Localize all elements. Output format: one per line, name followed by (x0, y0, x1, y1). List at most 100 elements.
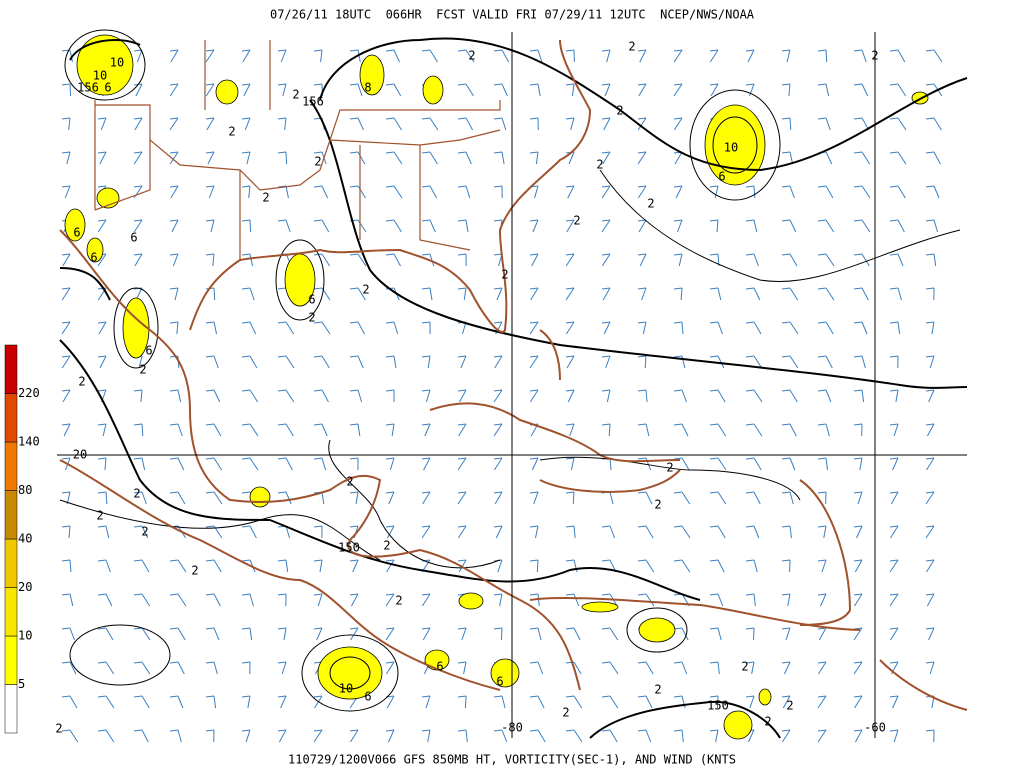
map-label: 2 (628, 40, 635, 54)
wind-barb (717, 423, 727, 437)
map-label: 2 (383, 539, 390, 553)
wind-barb (213, 627, 220, 641)
map-label: 2 (314, 155, 321, 169)
wind-barb-flag (133, 457, 143, 460)
wind-barb (68, 117, 71, 131)
wind-barb (249, 627, 253, 641)
wind-barb-flag (601, 287, 611, 290)
wind-barb (825, 219, 835, 233)
wind-barb-flag (889, 525, 899, 528)
wind-barb-flag (205, 185, 215, 188)
map-label: 2 (647, 197, 654, 211)
wind-barb (782, 695, 791, 709)
wind-barb-flag (781, 219, 791, 222)
wind-barb-flag (169, 151, 179, 154)
wind-barb-flag (61, 355, 71, 358)
wind-barb (534, 525, 539, 539)
wind-barb (463, 661, 467, 675)
wind-barb-flag (61, 559, 71, 562)
wind-barb-flag (889, 287, 899, 290)
wind-barb-flag (529, 355, 539, 358)
vorticity-contours (59, 29, 961, 712)
wind-barb (105, 525, 110, 539)
wind-barb-flag (277, 491, 287, 494)
wind-barb-flag (817, 695, 827, 698)
wind-barb (897, 185, 906, 199)
wind-barb-flag (169, 355, 179, 358)
wind-barb-flag (745, 593, 755, 596)
wind-barb-flag (925, 729, 935, 732)
wind-barb (321, 423, 328, 437)
wind-barb (499, 593, 503, 607)
wind-barb (249, 355, 258, 369)
wind-barb-flag (673, 559, 683, 562)
wind-barb-flag (313, 457, 323, 460)
wind-barb-flag (205, 83, 215, 86)
wind-barb (105, 661, 115, 675)
wind-barb-flag (313, 389, 323, 392)
wind-barb-flag (565, 287, 575, 290)
wind-barb-flag (457, 49, 467, 52)
wind-barb (638, 83, 647, 97)
wind-barb-flag (493, 287, 503, 290)
wind-barb-flag (709, 423, 719, 426)
wind-barb-flag (565, 219, 575, 222)
wind-barb-flag (853, 491, 863, 494)
wind-barb (208, 185, 215, 199)
wind-barb (98, 321, 107, 335)
wind-barb (497, 559, 503, 573)
wind-barb (278, 729, 287, 743)
wind-barb-flag (241, 423, 251, 426)
wind-barb-flag (853, 185, 863, 188)
wind-barb (751, 661, 755, 675)
wind-barb-flag (385, 627, 395, 630)
wind-barb (134, 253, 143, 267)
wind-barb-flag (601, 185, 611, 188)
wind-barb (681, 559, 691, 573)
wind-barb-flag (457, 151, 467, 154)
wind-barb (169, 151, 179, 165)
wind-barb-flag (493, 525, 503, 528)
wind-barb-flag (781, 83, 791, 86)
colorbar-label: 40 (18, 532, 32, 546)
wind-barb-flag (673, 355, 683, 358)
map-label: 6 (718, 170, 725, 184)
wind-barb (357, 423, 361, 437)
wind-barb-flag (169, 117, 179, 120)
wind-barb (573, 627, 581, 641)
wind-barb (247, 695, 251, 709)
wind-barb-flag (385, 457, 395, 460)
wind-barb-flag (673, 321, 683, 324)
map-label: 2 (262, 191, 269, 205)
wind-barb-flag (61, 593, 71, 596)
wind-barb-flag (349, 83, 359, 86)
wind-barb (529, 355, 539, 369)
wind-barb (141, 491, 147, 505)
wind-barb (645, 729, 652, 743)
wind-barb-flag (61, 253, 71, 256)
wind-barb (929, 661, 935, 675)
colorbar-label: 20 (18, 580, 32, 594)
wind-barb-flag (781, 627, 791, 630)
wind-barb-flag (169, 729, 179, 732)
wind-barb (495, 525, 503, 539)
wind-barb (105, 491, 108, 505)
wind-barb (537, 83, 541, 97)
wind-barb (709, 49, 719, 63)
wind-barb (352, 559, 359, 573)
wind-barb-flag (205, 695, 215, 698)
wind-barb (861, 151, 871, 165)
wind-barb-flag (565, 525, 575, 528)
wind-barb-flag (565, 559, 575, 562)
wind-barb (249, 525, 257, 539)
wind-barb-flag (529, 253, 539, 256)
wind-barb (69, 593, 74, 607)
wind-barb (205, 49, 215, 63)
wind-barb (673, 83, 683, 97)
wind-barb-flag (637, 729, 647, 732)
wind-barb-flag (385, 491, 395, 494)
wind-barb-flag (925, 355, 935, 358)
wind-barb (64, 185, 71, 199)
wind-barb (535, 151, 539, 165)
